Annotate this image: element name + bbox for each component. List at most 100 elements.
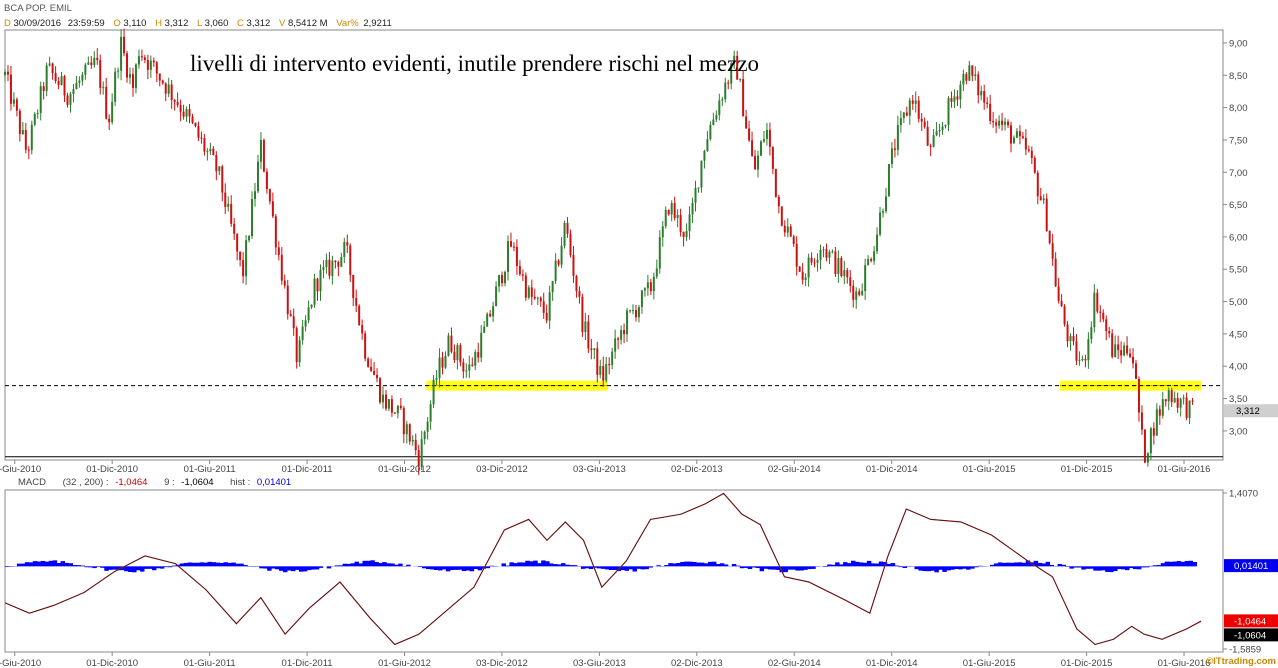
candle-body (426, 421, 429, 432)
candle-body (1030, 150, 1033, 158)
hist-bar (628, 566, 634, 570)
hist-bar (795, 566, 800, 571)
hist-bar (108, 566, 113, 570)
watermark: ©ITtrading.com (1206, 656, 1276, 667)
candle-body (831, 251, 834, 253)
candle-body (102, 86, 105, 88)
hist-bar (811, 566, 816, 569)
candle-body (923, 121, 926, 127)
hist-bar (791, 566, 796, 570)
candle-body (902, 112, 905, 119)
hist-bar (449, 566, 455, 571)
hist-bar (263, 566, 268, 569)
hist-bar (696, 562, 701, 567)
candle-body (944, 124, 947, 127)
candle-body (578, 291, 581, 297)
hist-bar (128, 566, 133, 572)
macd-line (4, 492, 1202, 646)
candle-body (87, 62, 90, 65)
hist-bar (1089, 566, 1094, 569)
hist-bar (124, 566, 129, 572)
candle-body (1173, 398, 1176, 403)
hist-bar (1045, 561, 1051, 567)
candle-body (724, 82, 727, 100)
hist-bar (954, 566, 959, 570)
hist-bar (100, 566, 105, 568)
candle-body (99, 60, 102, 88)
hist-bar (231, 562, 236, 567)
candle-body (762, 139, 765, 142)
candle-body (1057, 286, 1060, 301)
candle-body (188, 109, 191, 117)
candle-body (1132, 356, 1135, 364)
candle-body (224, 192, 227, 208)
hist-bar (279, 566, 284, 571)
candle-body (1123, 345, 1126, 356)
candle-body (161, 80, 164, 84)
candle-body (254, 191, 257, 200)
hist-bar (1065, 566, 1070, 567)
y-tick-label: 8,00 (1229, 103, 1248, 114)
hist-bar (950, 566, 955, 570)
candle-body (664, 210, 667, 227)
candle-body (742, 79, 745, 117)
candle-body (640, 290, 643, 308)
hist-bar (823, 566, 828, 567)
candle-body (328, 259, 331, 276)
hist-bar (215, 562, 220, 567)
candle-body (1164, 399, 1167, 402)
candle-body (1129, 353, 1132, 357)
candle-body (1146, 453, 1149, 463)
hist-bar (874, 563, 880, 567)
candle-body (227, 203, 230, 208)
hist-bar (457, 566, 463, 570)
candle-body (182, 111, 185, 117)
hist-bar (835, 562, 840, 567)
candle-body (57, 81, 60, 86)
hist-bar (28, 562, 34, 567)
candle-body (953, 96, 956, 102)
macd-value-label: -1,0464 (1234, 616, 1266, 627)
hist-bar (1180, 561, 1186, 567)
date-label: D (4, 18, 11, 29)
hist-bar (958, 566, 963, 570)
candle-body (256, 161, 259, 192)
candle-body (819, 249, 822, 260)
candle-body (123, 36, 126, 54)
candle-body (337, 261, 340, 267)
hist-bar (445, 566, 451, 572)
candle-body (843, 270, 846, 277)
candle-body (167, 84, 170, 94)
candle-body (890, 148, 893, 165)
candle-body (670, 203, 673, 215)
ohlc-header: D 30/09/2016 23:59:59 O 3,110 H 3,312 L … (4, 18, 392, 29)
candle-body (986, 102, 989, 104)
hist-bar (433, 566, 439, 570)
hist-bar (612, 566, 618, 571)
hist-bar (469, 566, 475, 572)
candle-body (1149, 428, 1152, 454)
high-label: H (155, 18, 162, 29)
candle-body (593, 348, 596, 350)
candle-body (524, 275, 527, 298)
hist-bar (648, 566, 653, 568)
candle-body (884, 196, 887, 212)
candle-body (453, 351, 456, 361)
x-tick-label: 01-Dic-2011 (282, 464, 333, 475)
candle-body (420, 439, 423, 467)
candle-body (111, 101, 114, 123)
hist-bar (1049, 564, 1055, 567)
x-tick-label: 01-Giu-2010 (0, 658, 41, 668)
hist-bar (350, 563, 355, 567)
candle-body (676, 214, 679, 218)
candle-body (1191, 400, 1194, 402)
hist-bar (346, 563, 352, 567)
candle-body (78, 80, 81, 83)
hist-bar (473, 566, 479, 570)
candle-body (319, 270, 322, 292)
hist-bar (199, 562, 205, 567)
candle-body (828, 251, 831, 258)
candle-body (218, 166, 221, 172)
var-value: 2,9211 (363, 18, 391, 29)
